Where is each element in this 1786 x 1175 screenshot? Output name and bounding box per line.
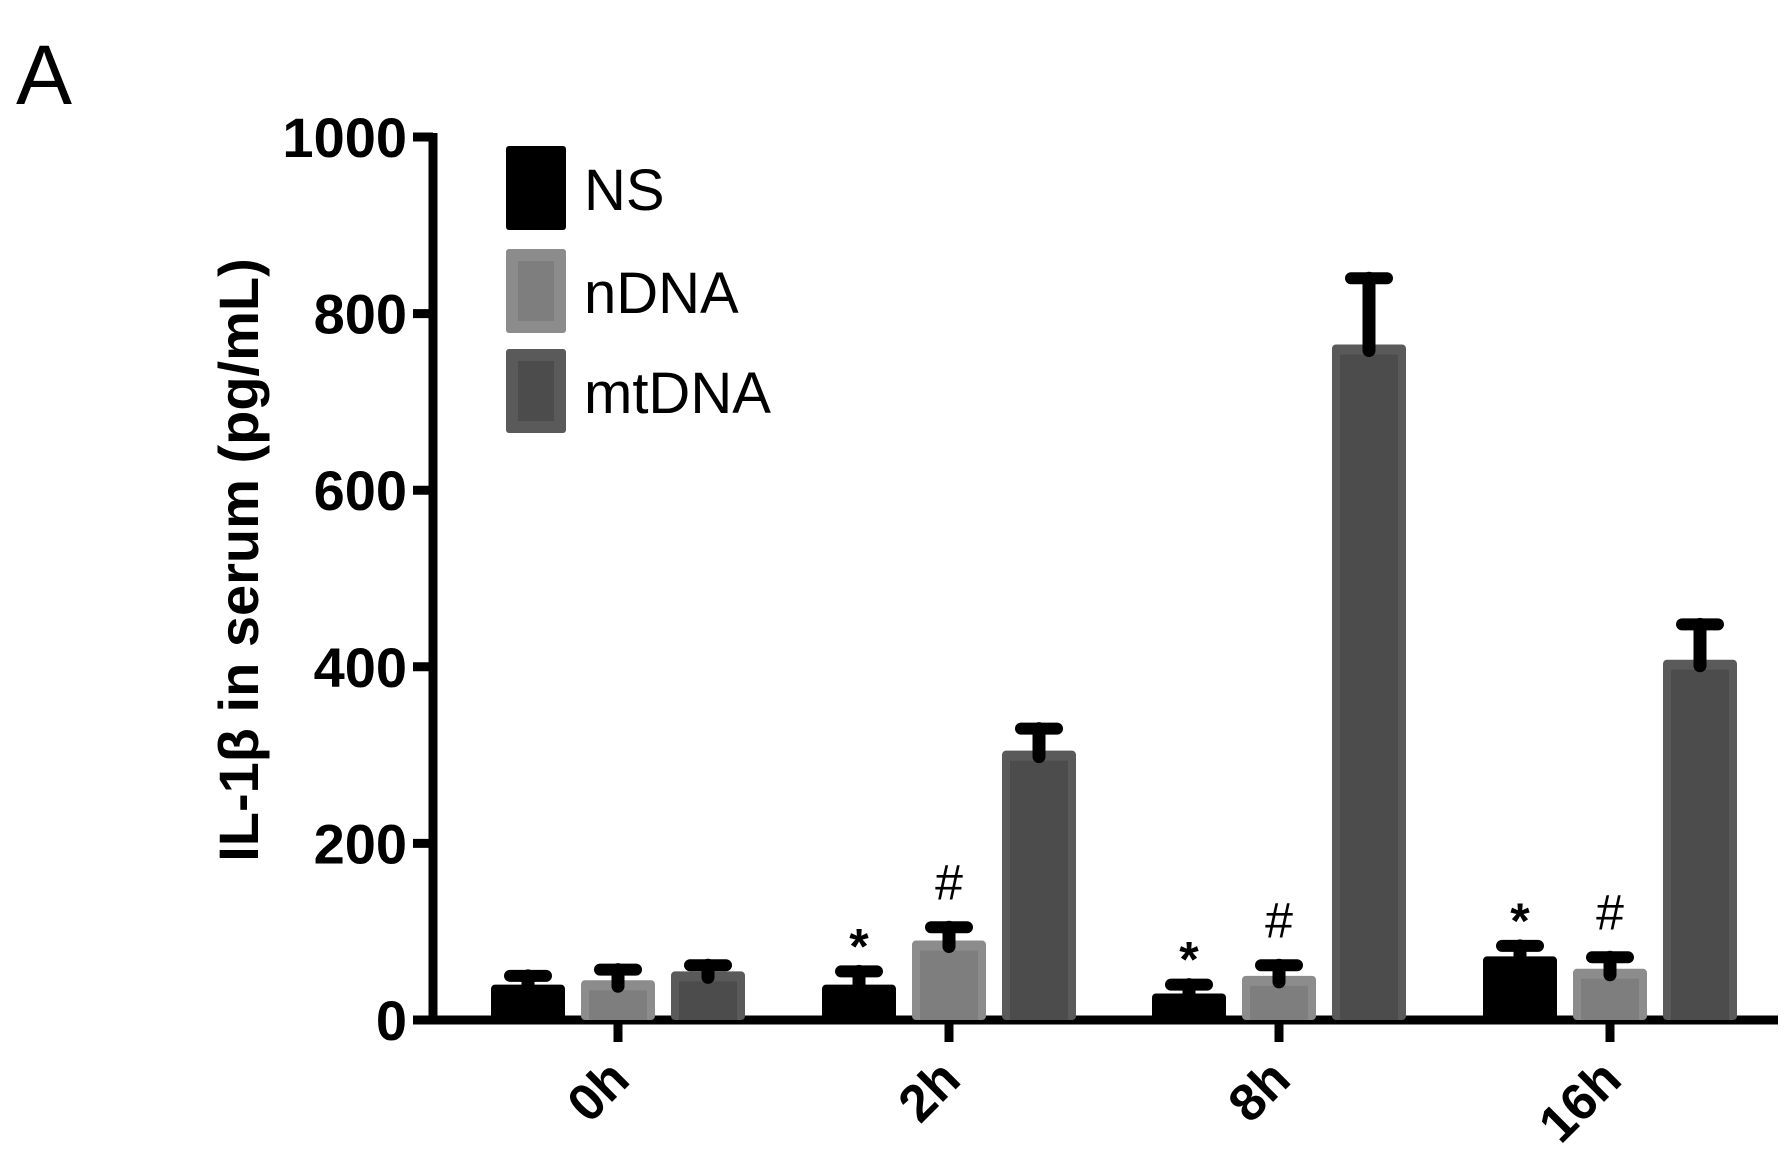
bar-inner-shade	[1250, 985, 1308, 1020]
bar-NS-8h	[1152, 993, 1226, 1020]
x-tick-label: 0h	[557, 1049, 641, 1133]
significance-mark: #	[1596, 884, 1624, 940]
legend-swatch-inner	[518, 361, 554, 421]
y-tick-label: 400	[314, 636, 407, 699]
legend: NS nDNA mtDNA	[506, 146, 771, 433]
y-tick-label: 600	[314, 459, 407, 522]
bar-NS-2h	[822, 984, 896, 1020]
significance-mark: *	[1510, 893, 1530, 949]
y-tick-label: 800	[314, 283, 407, 346]
bar-inner-shade	[1581, 978, 1639, 1020]
significance-mark: *	[1179, 932, 1199, 988]
bars: * # * # * #	[491, 271, 1737, 1020]
y-tick-label: 0	[376, 989, 407, 1052]
legend-label-nDNA: nDNA	[584, 261, 739, 326]
bar-inner-shade	[589, 990, 647, 1020]
significance-mark: *	[849, 918, 869, 974]
x-tick-label: 8h	[1218, 1049, 1302, 1133]
legend-label-mtDNA: mtDNA	[584, 361, 771, 426]
bar-NS-0h	[491, 984, 565, 1020]
y-tick-label: 200	[314, 812, 407, 875]
bar-inner-shade	[1010, 760, 1068, 1020]
x-tick-label: 2h	[888, 1049, 972, 1133]
bar-inner-shade	[1340, 354, 1398, 1020]
panel-label: A	[16, 28, 72, 122]
legend-swatch-inner	[518, 261, 554, 321]
bar-inner-shade	[1671, 669, 1729, 1020]
bar-inner-shade	[920, 950, 978, 1020]
significance-mark: #	[1265, 892, 1293, 948]
bar-inner-shade	[679, 981, 737, 1020]
y-tick-label: 1000	[282, 106, 407, 169]
bar-NS-16h	[1483, 956, 1557, 1020]
significance-mark: #	[935, 854, 963, 910]
x-tick-label: 16h	[1528, 1049, 1632, 1153]
legend-label-NS: NS	[584, 158, 665, 223]
legend-swatch-NS	[506, 146, 566, 230]
y-axis-title: IL-1β in serum (pg/mL)	[207, 258, 270, 862]
